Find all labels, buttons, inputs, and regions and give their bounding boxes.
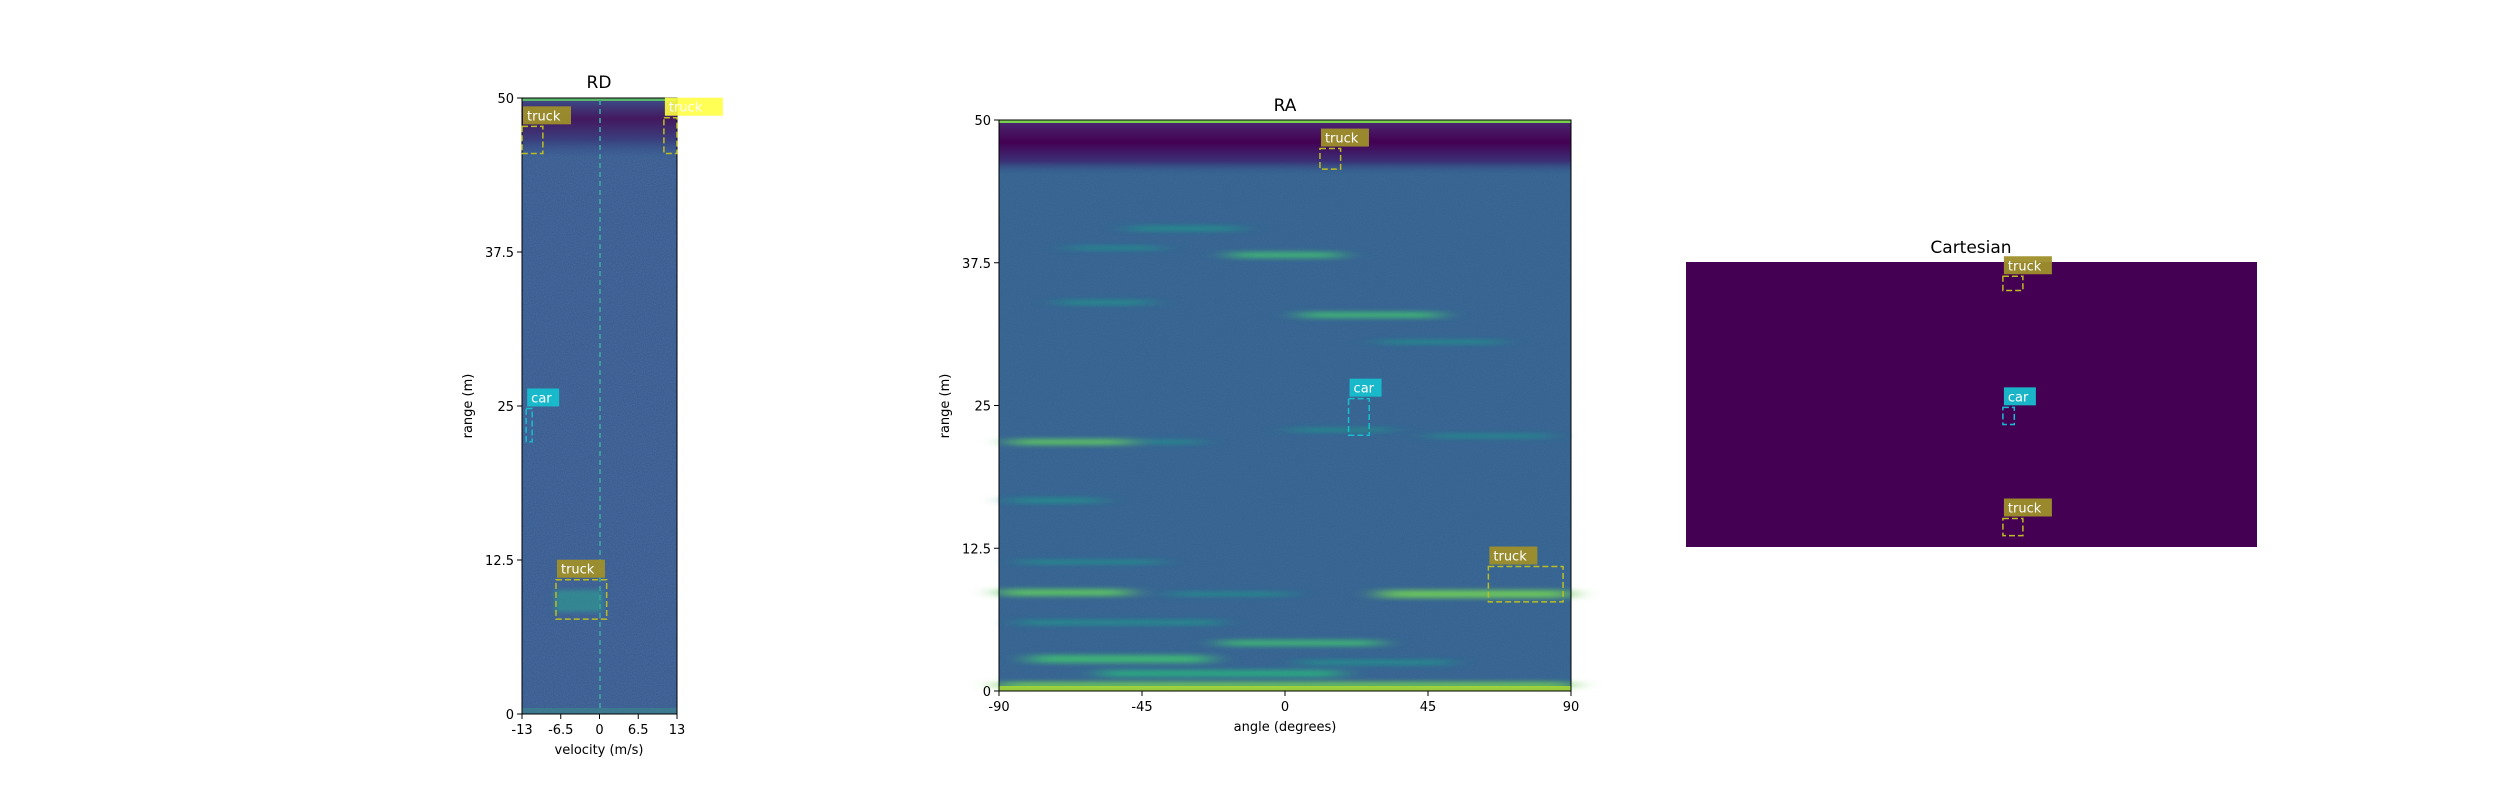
cartesian-boxes: truck car truck [2002, 256, 2052, 537]
rd-truck-box [663, 116, 678, 155]
rd-truck-label-bg [664, 97, 723, 116]
ra-x-tick-label: 0 [1281, 700, 1289, 715]
cart-car-box [2002, 406, 2016, 426]
rd-x-axis-label: velocity (m/s) [555, 743, 644, 758]
rd-x-tick-label: -13 [511, 723, 532, 738]
rd-y-tick-label: 12.5 [485, 554, 514, 569]
ra-truck-box [1487, 565, 1564, 603]
rd-truck-label-bg [556, 559, 605, 578]
cart-truck-label: truck [2008, 502, 2042, 517]
cart-truck-label: truck [2008, 259, 2042, 274]
cart-truck-box [2002, 517, 2024, 537]
ra-car-label: car [1354, 382, 1375, 397]
rd-x-tick-label: 0 [595, 723, 603, 738]
rd-y-tick-label: 25 [497, 400, 514, 415]
rd-x-ticks: -13 -6.5 0 6.5 13 [511, 714, 685, 738]
cart-car-label-bg [2003, 387, 2036, 406]
rd-car-label: car [531, 391, 552, 406]
rd-x-tick-label: 13 [669, 723, 686, 738]
rd-y-tick-label: 0 [506, 708, 514, 723]
ra-y-tick-label: 50 [974, 114, 991, 129]
cart-truck-label-bg [2003, 498, 2052, 517]
rd-x-tick-label: -6.5 [548, 723, 573, 738]
ra-truck-label: truck [1325, 132, 1359, 147]
cartesian-heatmap [1686, 262, 2257, 547]
ra-x-tick-label: -45 [1131, 700, 1152, 715]
ra-truck-label-bg [1320, 128, 1369, 147]
ra-x-tick-label: 45 [1420, 700, 1437, 715]
cart-truck-label-bg [2003, 256, 2052, 275]
ra-y-axis-label: range (m) [938, 374, 953, 439]
ra-x-tick-label: -90 [988, 700, 1009, 715]
rd-y-tick-label: 50 [497, 92, 514, 107]
cart-car-label: car [2008, 390, 2029, 405]
ra-title: RA [1274, 96, 1297, 116]
ra-y-tick-label: 37.5 [962, 257, 991, 272]
cart-truck-box [2002, 275, 2024, 292]
ra-truck-label: truck [1493, 550, 1527, 565]
ra-car-label-bg [1349, 378, 1382, 397]
cartesian-panel: Cartesian truck car truck [1686, 238, 2257, 547]
rd-title: RD [587, 73, 612, 93]
rd-truck-label: truck [561, 563, 595, 578]
ra-y-ticks: 0 12.5 25 37.5 50 [962, 114, 999, 700]
rd-x-tick-label: 6.5 [628, 723, 649, 738]
rd-truck-label: truck [527, 109, 561, 124]
rd-truck-box [521, 125, 544, 155]
ra-y-tick-label: 12.5 [962, 542, 991, 557]
ra-truck-box [1319, 147, 1342, 170]
rd-y-tick-label: 37.5 [485, 246, 514, 261]
rd-truck-label-bg [523, 106, 571, 125]
rd-heatmap [522, 98, 677, 714]
rd-y-ticks: 0 12.5 25 37.5 50 [485, 92, 522, 723]
ra-panel: RA [938, 96, 1579, 735]
ra-x-axis-label: angle (degrees) [1234, 720, 1337, 735]
rd-boxes: truck truck car truck [521, 97, 723, 620]
ra-truck-label-bg [1489, 546, 1538, 565]
rd-car-box [525, 407, 533, 443]
cartesian-title: Cartesian [1930, 238, 2011, 258]
ra-car-box [1347, 397, 1370, 436]
ra-boxes: truck car truck [1319, 128, 1564, 603]
ra-y-tick-label: 25 [974, 400, 991, 415]
rd-truck-label: truck [669, 101, 703, 116]
ra-x-tick-label: 90 [1563, 700, 1580, 715]
rd-panel: RD truck truck car truck -13 -6.5 0 6.5 13 0 12.… [461, 73, 723, 758]
ra-heatmap [999, 120, 1571, 691]
rd-y-axis-label: range (m) [461, 374, 476, 439]
rd-car-label-bg [527, 388, 560, 407]
ra-x-ticks: -90 -45 0 45 90 [988, 691, 1579, 715]
ra-y-tick-label: 0 [983, 685, 991, 700]
